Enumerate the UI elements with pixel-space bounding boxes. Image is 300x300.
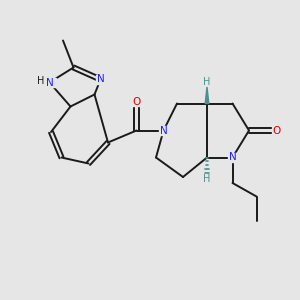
- Text: N: N: [97, 74, 104, 85]
- Polygon shape: [205, 87, 209, 104]
- Text: O: O: [132, 97, 141, 107]
- Bar: [159, 126, 168, 135]
- Bar: [43, 78, 56, 87]
- Text: N: N: [46, 77, 53, 88]
- Text: O: O: [272, 125, 281, 136]
- Bar: [272, 126, 281, 135]
- Text: N: N: [229, 152, 236, 163]
- Bar: [228, 153, 237, 162]
- Text: N: N: [160, 125, 167, 136]
- Text: H: H: [38, 76, 45, 86]
- Text: H: H: [203, 76, 211, 87]
- Bar: [132, 98, 141, 106]
- Bar: [96, 75, 105, 84]
- Text: H: H: [203, 174, 211, 184]
